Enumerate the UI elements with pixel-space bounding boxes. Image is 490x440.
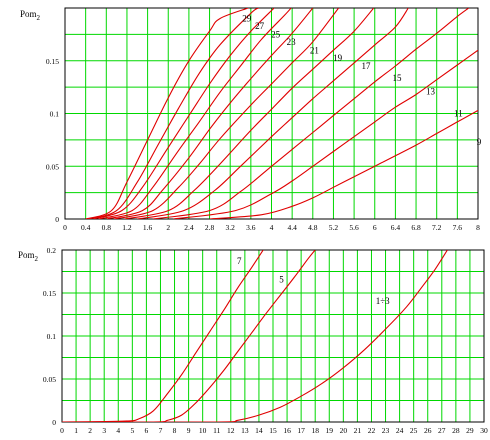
x-tick-label: 2.8 [205,223,215,232]
y-tick-label: 0.05 [46,162,59,171]
curve-label: 21 [310,45,319,55]
x-tick-label: 28 [452,426,460,435]
y-tick-label: 0.15 [46,57,59,66]
curve-label: 25 [271,30,281,40]
x-tick-label: 9 [187,426,191,435]
x-tick-label: 3.6 [246,223,256,232]
curve-label: 1÷3 [376,296,390,306]
x-tick-label: 20 [340,426,348,435]
series-7-line [62,250,264,422]
x-tick-label: 24 [396,426,404,435]
curve-label: 7 [237,256,242,266]
y-tick-label: 0 [52,418,56,427]
x-tick-label: 29 [466,426,474,435]
x-tick-label: 0 [60,426,64,435]
series-11-line [173,49,478,219]
y-axis-label: Pom2 [20,9,41,22]
x-tick-label: 26 [424,426,432,435]
x-tick-label: 12 [227,426,235,435]
x-tick-label: 1 [74,426,78,435]
lower-chart: 751÷30 1 2 3 4 5 6 7 8 9 10 11 12 13 14 15 16 17 18 19 20 21 2… [18,246,488,435]
curve-label: 17 [361,61,371,71]
y-tick-label: 0.15 [43,289,56,298]
x-tick-label: 5.6 [349,223,359,232]
x-tick-label: 25 [410,426,418,435]
curve-label: 29 [242,14,252,24]
series-1-3-line [62,250,448,422]
x-tick-label: 7.6 [453,223,463,232]
x-tick-label: 0.8 [102,223,112,232]
series-29-line [85,8,249,219]
x-tick-label: 6 [145,426,149,435]
x-tick-label: 7 [159,426,163,435]
x-tick-label: 2.4 [184,223,194,232]
y-tick-label: 0.05 [43,375,56,384]
curves [62,250,448,422]
curve-label: 23 [287,37,297,47]
x-tick-label: 11 [213,426,220,435]
curve-label: 27 [255,21,265,31]
x-tick-label: 2 [166,223,170,232]
series-13-line [152,8,470,219]
x-tick-label: 22 [368,426,376,435]
x-tick-label: 30 [480,426,488,435]
x-tick-label: 4 [270,223,274,232]
series-19-line [113,8,340,219]
x-tick-label: 8 [476,223,480,232]
x-tick-label: 6.4 [391,223,401,232]
curve-label: 19 [333,53,343,63]
x-tick-label: 5 [130,426,134,435]
series-15-line [137,8,409,219]
y-tick-label: 0.2 [47,246,57,255]
x-tick-label: 16 [283,426,291,435]
x-tick-label: 23 [382,426,390,435]
curve-label: 9 [477,137,482,147]
x-tick-label: 7.2 [432,223,442,232]
series-17-line [124,8,375,219]
series-27-line [88,8,259,219]
x-tick-label: 1.6 [143,223,153,232]
series-25-line [93,8,275,219]
curve-label: 5 [279,275,284,285]
x-tick-label: 6 [373,223,377,232]
curve-label: 11 [454,109,463,119]
y-tick-label: 0 [55,215,59,224]
x-tick-label: 5.2 [329,223,339,232]
x-tick-label: 27 [438,426,446,435]
plot-frame [64,7,479,220]
x-tick-label: 6.8 [411,223,421,232]
x-tick-label: 1.2 [122,223,132,232]
x-tick-label: 13 [241,426,249,435]
x-tick-label: 8 [173,426,177,435]
x-tick-label: 4.4 [287,223,297,232]
x-tick-label: 3 [102,426,106,435]
plot-frame [61,249,485,423]
x-tick-label: 14 [255,426,263,435]
y-tick-label: 0.1 [47,332,57,341]
x-tick-label: 4 [116,426,120,435]
series-5-line [62,250,316,422]
x-tick-label: 10 [199,426,207,435]
x-tick-label: 2 [88,426,92,435]
x-tick-label: 0 [63,223,67,232]
series-9-line [209,109,478,219]
y-axis-label: Pom2 [18,250,39,263]
x-tick-label: 4.8 [308,223,318,232]
x-tick-label: 3.2 [226,223,236,232]
series-23-line [98,8,292,219]
x-tick-label: 19 [326,426,334,435]
y-tick-label: 0.1 [50,110,60,119]
x-tick-label: 0.4 [81,223,91,232]
curve-label: 13 [426,87,436,97]
x-tick-label: 17 [297,426,305,435]
x-tick-label: 21 [354,426,362,435]
curve-label: 15 [392,73,402,83]
curves [85,8,478,219]
series-21-line [106,8,314,219]
x-tick-label: 18 [311,426,319,435]
x-tick-label: 15 [269,426,277,435]
